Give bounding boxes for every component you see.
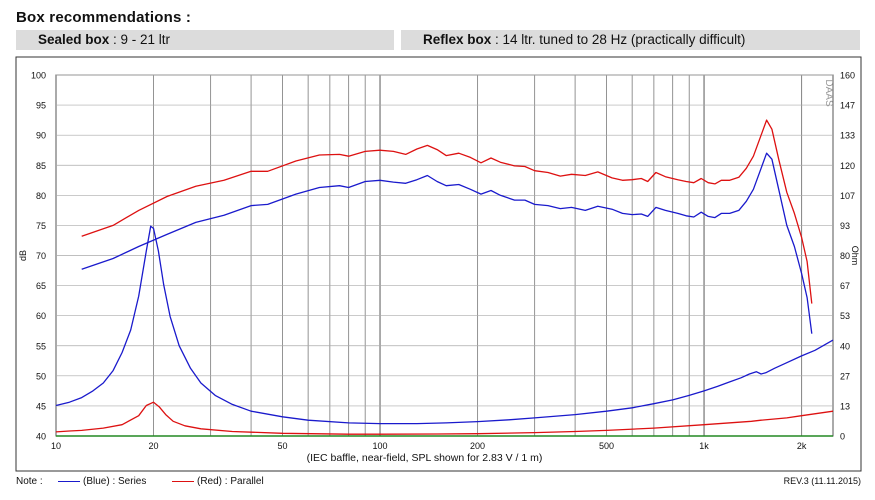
y2-tick-label: 107 [840,191,855,201]
y2-tick-label: 160 [840,71,855,81]
footer-note-label: Note : [16,476,43,487]
y-tick-label: 65 [36,281,46,291]
y-tick-label: 85 [36,161,46,171]
reflex-box-value: : 14 ltr. tuned to 28 Hz (practically di… [491,32,746,47]
reflex-box-recommendation: Reflex box : 14 ltr. tuned to 28 Hz (pra… [401,30,860,50]
x-tick-label: 2k [797,441,807,451]
x-tick-label: 1k [699,441,709,451]
y2-tick-label: 133 [840,131,855,141]
y2-tick-label: 0 [840,432,845,442]
sealed-box-recommendation: Sealed box : 9 - 21 ltr [16,30,394,50]
sealed-box-label: Sealed box [38,32,110,47]
y-tick-label: 70 [36,251,46,261]
y-tick-label: 40 [36,432,46,442]
red-spl-line [81,119,813,304]
legend-series: (Blue) : Series [58,476,146,487]
legend-red-label: (Red) : Parallel [197,476,264,487]
red-impedance-line [55,401,834,435]
x-tick-label: 200 [470,441,485,451]
x-tick-label: 50 [277,441,287,451]
y2-tick-label: 120 [840,161,855,171]
y2-tick-label: 147 [840,101,855,111]
y-tick-label: 75 [36,221,46,231]
watermark: DAAS [823,79,834,107]
y-tick-label: 55 [36,341,46,351]
x-tick-label: 100 [373,441,388,451]
y2-tick-label: 40 [840,341,850,351]
x-axis-label: (IEC baffle, near-field, SPL shown for 2… [307,452,543,464]
revision-label: REV.3 (11.11.2015) [783,476,861,486]
y2-tick-label: 27 [840,371,850,381]
x-tick-label: 20 [149,441,159,451]
y2-tick-label: 80 [840,251,850,261]
x-tick-label: 10 [51,441,61,451]
y-tick-label: 90 [36,131,46,141]
legend-blue-label: (Blue) : Series [83,476,147,487]
y-tick-label: 80 [36,191,46,201]
y-tick-label: 50 [36,371,46,381]
y-axis-label: dB [18,250,28,261]
x-tick-label: 500 [599,441,614,451]
y-tick-label: 100 [31,71,46,81]
sealed-box-value: : 9 - 21 ltr [109,32,171,47]
blue-spl-line [81,152,813,334]
legend-blue-swatch [58,481,80,482]
y2-tick-label: 93 [840,221,850,231]
blue-impedance-line [55,225,834,425]
y2-tick-label: 67 [840,281,850,291]
y-tick-label: 45 [36,401,46,411]
y2-tick-label: 13 [840,401,850,411]
legend-red-swatch [172,481,194,482]
reflex-box-label: Reflex box [423,32,492,47]
y-tick-label: 95 [36,101,46,111]
y2-tick-label: 53 [840,311,850,321]
y-tick-label: 60 [36,311,46,321]
page-title: Box recommendations : [16,9,192,26]
legend-parallel: (Red) : Parallel [172,476,264,487]
y2-axis-label: Ohm [850,246,860,266]
